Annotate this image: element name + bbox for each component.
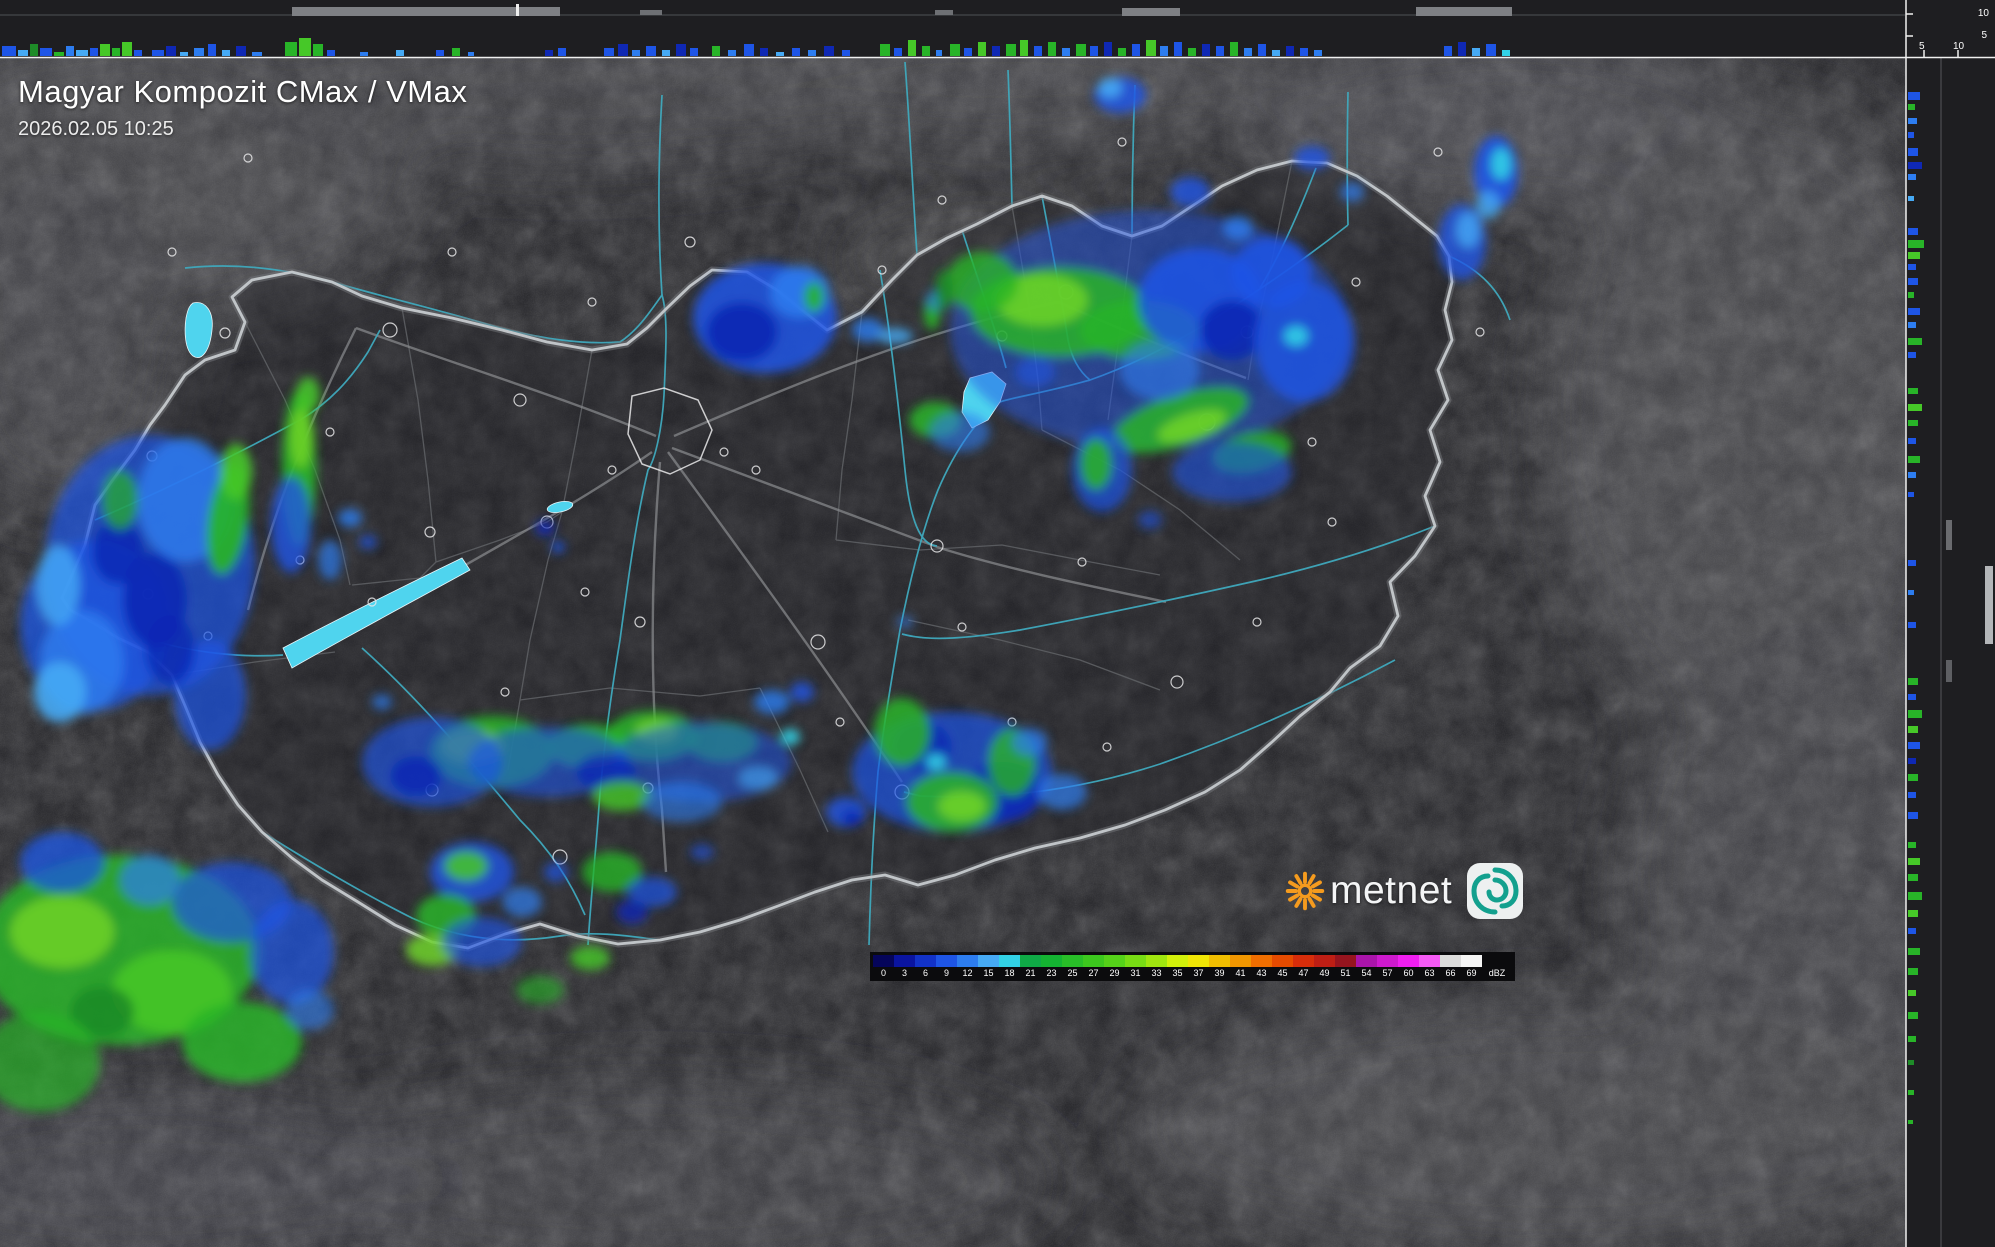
legend-cells: 0 3 6 9 12 15 18 21 23 25 27 29 31 33 35 37 39 41 43 45 47 49… [873, 955, 1482, 980]
cyclone-app-icon [1467, 863, 1524, 919]
right-profile-terrain [1946, 520, 1993, 682]
legend-unit-spacer [1482, 955, 1512, 967]
legend-cell: 12 [957, 955, 978, 980]
timestamp: 2026.02.05 10:25 [18, 118, 174, 140]
legend-cell: 41 [1230, 955, 1251, 980]
top-profile-echoes [2, 38, 1510, 56]
lake-balaton [282, 557, 471, 669]
legend-cell: 63 [1419, 955, 1440, 980]
legend-cell: 43 [1251, 955, 1272, 980]
brand-name: metnet [1330, 869, 1453, 912]
legend-cell: 27 [1083, 955, 1104, 980]
sun-icon [1285, 871, 1325, 911]
legend-cell: 3 [894, 955, 915, 980]
legend-cell: 6 [915, 955, 936, 980]
legend-cell: 23 [1041, 955, 1062, 980]
legend-unit: dBZ [1482, 955, 1512, 980]
lake-ferto [184, 302, 213, 358]
height-axis-label-top-10: 10 [1977, 8, 1989, 19]
dbz-legend: 0 3 6 9 12 15 18 21 23 25 27 29 31 33 35 37 39 41 43 45 47 49… [870, 952, 1515, 981]
legend-cell: 39 [1209, 955, 1230, 980]
legend-cell: 35 [1167, 955, 1188, 980]
title-block: Magyar Kompozit CMax / VMax 2026.02.05 1… [18, 74, 467, 141]
legend-cell: 37 [1188, 955, 1209, 980]
legend-cell: 31 [1125, 955, 1146, 980]
height-axis-label-top-5: 5 [1981, 30, 1987, 41]
lake-velence [546, 501, 574, 513]
legend-cell: 54 [1356, 955, 1377, 980]
legend-cell: 33 [1146, 955, 1167, 980]
precipitation-layer [0, 77, 1518, 1112]
right-profile-echoes [1908, 92, 1924, 1124]
legend-cell: 45 [1272, 955, 1293, 980]
legend-cell: 66 [1440, 955, 1461, 980]
legend-cell: 9 [936, 955, 957, 980]
legend-cell: 29 [1104, 955, 1125, 980]
legend-cell: 60 [1398, 955, 1419, 980]
legend-cell: 47 [1293, 955, 1314, 980]
settlement-outlines [142, 137, 1485, 865]
legend-cell: 49 [1314, 955, 1335, 980]
legend-cell: 57 [1377, 955, 1398, 980]
height-axis-label-right-5: 5 [1919, 41, 1925, 52]
legend-cell: 51 [1335, 955, 1356, 980]
budapest-outline [627, 387, 713, 475]
metnet-logo: metnet [1282, 862, 1524, 920]
legend-cell: 0 [873, 955, 894, 980]
top-profile-terrain [292, 4, 1512, 16]
legend-cell: 25 [1062, 955, 1083, 980]
legend-cell: 15 [978, 955, 999, 980]
top-profile-panel[interactable] [0, 0, 1995, 58]
height-axis-label-right-10: 10 [1953, 41, 1965, 52]
legend-cell: 18 [999, 955, 1020, 980]
legend-cell: 69 [1461, 955, 1482, 980]
legend-cell: 21 [1020, 955, 1041, 980]
page-title: Magyar Kompozit CMax / VMax [18, 74, 468, 109]
legend-unit-label: dBZ [1488, 968, 1506, 978]
right-profile-panel[interactable] [1906, 58, 1995, 1247]
